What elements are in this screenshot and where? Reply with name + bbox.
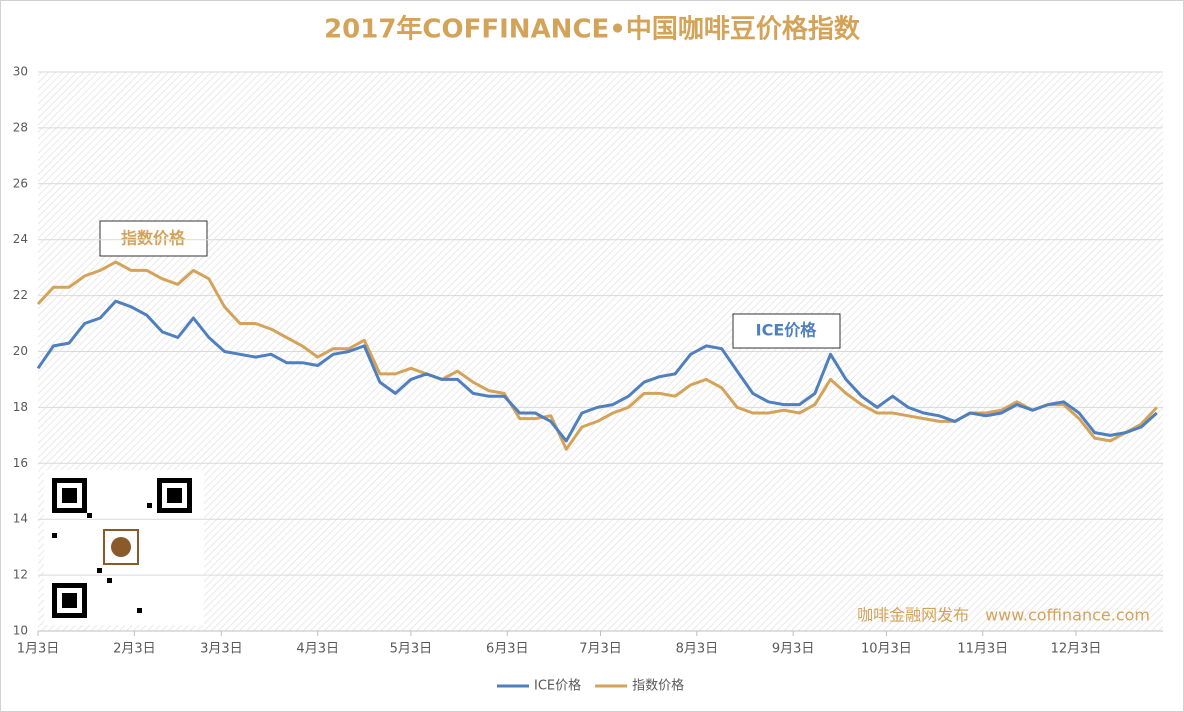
x-tick-label: 9月3日 bbox=[772, 642, 815, 657]
x-tick-label: 6月3日 bbox=[486, 642, 529, 657]
qr-finder bbox=[167, 488, 182, 503]
qr-cell bbox=[97, 568, 102, 573]
legend-label: 指数价格 bbox=[632, 678, 684, 694]
y-tick-label: 30 bbox=[13, 65, 28, 79]
y-tick-label: 16 bbox=[13, 456, 28, 470]
qr-finder bbox=[157, 478, 192, 513]
qr-cell bbox=[52, 533, 57, 538]
qr-code bbox=[44, 470, 204, 625]
watermark: 咖啡金融网发布 www.coffinance.com bbox=[857, 606, 1150, 625]
qr-finder bbox=[52, 478, 87, 513]
qr-finder bbox=[62, 593, 77, 608]
qr-cell bbox=[87, 513, 92, 518]
annotation-box bbox=[99, 220, 208, 257]
qr-finder bbox=[52, 583, 87, 618]
x-tick-label: 12月3日 bbox=[1051, 642, 1102, 657]
qr-cell bbox=[107, 578, 112, 583]
x-tick-label: 3月3日 bbox=[200, 642, 243, 657]
annotation-text: 指数价格 bbox=[121, 229, 186, 248]
x-tick-label: 4月3日 bbox=[296, 642, 339, 657]
annotation-text: ICE价格 bbox=[756, 321, 818, 340]
y-tick-label: 26 bbox=[13, 176, 28, 190]
y-tick-label: 22 bbox=[13, 288, 28, 302]
annotation-box bbox=[732, 313, 841, 349]
x-tick-label: 5月3日 bbox=[390, 642, 433, 657]
x-tick-label: 1月3日 bbox=[17, 642, 60, 657]
x-tick-label: 10月3日 bbox=[861, 642, 912, 657]
legend-label: ICE价格 bbox=[534, 678, 581, 694]
x-tick-label: 8月3日 bbox=[676, 642, 719, 657]
x-tick-label: 7月3日 bbox=[579, 642, 622, 657]
x-tick-label: 2月3日 bbox=[113, 642, 156, 657]
y-tick-label: 28 bbox=[13, 120, 28, 134]
qr-logo-mark bbox=[111, 537, 131, 557]
y-tick-label: 12 bbox=[13, 568, 28, 582]
annotation: 指数价格 bbox=[99, 220, 208, 257]
series-line bbox=[36, 299, 1158, 443]
chart-title: 2017年COFFINANCE•中国咖啡豆价格指数 bbox=[324, 14, 861, 45]
y-tick-label: 24 bbox=[13, 232, 28, 246]
qr-cell bbox=[137, 608, 142, 613]
qr-cell bbox=[147, 503, 152, 508]
y-tick-label: 18 bbox=[13, 400, 28, 414]
qr-finder bbox=[62, 488, 77, 503]
y-tick-label: 20 bbox=[13, 344, 28, 358]
y-tick-label: 10 bbox=[13, 624, 28, 638]
annotation: ICE价格 bbox=[732, 313, 841, 349]
x-tick-label: 11月3日 bbox=[957, 642, 1008, 657]
y-tick-label: 14 bbox=[13, 512, 28, 526]
